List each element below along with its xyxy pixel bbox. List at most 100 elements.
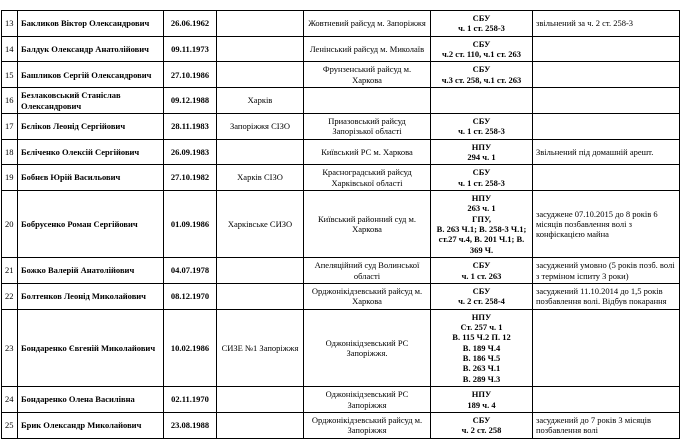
cell-number: 19 — [1, 164, 18, 192]
cell-number: 22 — [1, 282, 18, 310]
cell-birthdate: 01.09.1986 — [163, 190, 217, 259]
cell-detention-place — [216, 386, 304, 413]
cell-birthdate: 27.10.1982 — [163, 164, 217, 192]
cell-court — [303, 87, 431, 114]
cell-detention-place — [216, 282, 304, 310]
cell-number: 20 — [1, 190, 18, 259]
table-row: 24 Бондаренко Олена Василівна 02.11.1970… — [1, 386, 680, 413]
cell-name: Балдук Олександр Анатолійович — [17, 35, 164, 63]
cell-detention-place: Запоріжжя СІЗО — [216, 112, 304, 140]
cell-notes: засуджений умовно (5 років позб. волі з … — [532, 257, 680, 284]
cell-agency-articles: НПУ Ст. 257 ч. 1 В. 115 Ч.2 П. 12 В. 189… — [430, 308, 533, 388]
cell-name: Божко Валерій Анатолійович — [17, 257, 164, 284]
cell-notes — [532, 386, 680, 413]
cell-agency-articles: СБУ ч. 1 ст. 258-3 — [430, 112, 533, 140]
cell-agency-articles: СБУ ч. 1 ст. 258-3 — [430, 10, 533, 37]
cell-court: Приазовський райсуд Запорізької області — [303, 112, 431, 140]
cell-number: 17 — [1, 112, 18, 140]
cell-number: 14 — [1, 35, 18, 63]
table-row: 13 Бакликов Віктор Олександрович 26.06.1… — [1, 10, 680, 37]
cell-notes: засуджений 11.10.2014 до 1,5 років позба… — [532, 282, 680, 310]
cell-birthdate: 28.11.1983 — [163, 112, 217, 140]
cell-number: 23 — [1, 308, 18, 388]
cell-birthdate: 09.12.1988 — [163, 87, 217, 114]
cell-detention-place — [216, 138, 304, 166]
cell-agency-articles: НПУ 189 ч. 4 — [430, 386, 533, 413]
cell-detention-place — [216, 411, 304, 439]
cell-birthdate: 08.12.1970 — [163, 282, 217, 310]
cell-birthdate: 10.02.1986 — [163, 308, 217, 388]
cell-name: Бобнєв Юрій Васильович — [17, 164, 164, 192]
cell-notes — [532, 308, 680, 388]
table-row: 16 Безлаковський Станіслав Олександрович… — [1, 87, 680, 114]
table-row: 25 Брик Олександр Миколайович 23.08.1988… — [1, 411, 680, 439]
cell-notes — [532, 87, 680, 114]
cell-number: 24 — [1, 386, 18, 413]
cell-detention-place: Харків — [216, 87, 304, 114]
cell-agency-articles: СБУ ч. 2 ст. 258 — [430, 411, 533, 439]
cell-birthdate: 27.10.1986 — [163, 61, 217, 89]
cell-notes — [532, 61, 680, 89]
cell-agency-articles: СБУ ч. 2 ст. 258-4 — [430, 282, 533, 310]
cell-notes: Звільнений під домашній арешт. — [532, 138, 680, 166]
cell-court: Оджонікідзевський РС Запоріжжя — [303, 386, 431, 413]
table-body: 13 Бакликов Віктор Олександрович 26.06.1… — [1, 10, 680, 439]
table-row: 23 Бондаренко Євгеній Миколайович 10.02.… — [1, 308, 680, 388]
cell-name: Бобрусенко Роман Сергійович — [17, 190, 164, 259]
cell-court: Красноградський райсуд Харківської облас… — [303, 164, 431, 192]
table-row: 22 Болтенков Леонід Миколайович 08.12.19… — [1, 282, 680, 310]
cell-agency-articles — [430, 87, 533, 114]
cell-number: 21 — [1, 257, 18, 284]
cell-number: 18 — [1, 138, 18, 166]
table-row: 20 Бобрусенко Роман Сергійович 01.09.198… — [1, 190, 680, 259]
cell-number: 16 — [1, 87, 18, 114]
cell-court: Фрунзенський райсуд м. Харкова — [303, 61, 431, 89]
cell-detention-place — [216, 10, 304, 37]
cell-detention-place: СИЗЕ №1 Запоріжжя — [216, 308, 304, 388]
cell-notes — [532, 112, 680, 140]
cell-birthdate: 09.11.1973 — [163, 35, 217, 63]
cell-court: Орджонікідзевський райсуд м. Харкова — [303, 282, 431, 310]
cell-name: Безлаковський Станіслав Олександрович — [17, 87, 164, 114]
cell-court: Ленінський райсуд м. Миколаїв — [303, 35, 431, 63]
cell-court: Апеляційний суд Волинської області — [303, 257, 431, 284]
cell-detention-place: Харків СІЗО — [216, 164, 304, 192]
cell-notes: засуджений до 7 років 3 місяців позбавле… — [532, 411, 680, 439]
cell-name: Бєліченко Олексій Сергійович — [17, 138, 164, 166]
cell-notes — [532, 35, 680, 63]
cell-detention-place — [216, 257, 304, 284]
table-row: 18 Бєліченко Олексій Сергійович 26.09.19… — [1, 138, 680, 166]
table-row: 15 Башликов Сергій Олександрович 27.10.1… — [1, 61, 680, 89]
cell-name: Болтенков Леонід Миколайович — [17, 282, 164, 310]
cell-birthdate: 26.09.1983 — [163, 138, 217, 166]
cell-court: Орджонікідзевський райсуд м. Запоріжжя — [303, 411, 431, 439]
cell-birthdate: 26.06.1962 — [163, 10, 217, 37]
table-row: 17 Бєліков Леонід Сергійович 28.11.1983 … — [1, 112, 680, 140]
cell-agency-articles: СБУ ч.2 ст. 110, ч.1 ст. 263 — [430, 35, 533, 63]
cell-birthdate: 04.07.1978 — [163, 257, 217, 284]
cell-agency-articles: НПУ 263 ч. 1 ГПУ, В. 263 Ч.1; В. 258-3 Ч… — [430, 190, 533, 259]
cell-name: Бєліков Леонід Сергійович — [17, 112, 164, 140]
cell-name: Бакликов Віктор Олександрович — [17, 10, 164, 37]
cell-detention-place — [216, 35, 304, 63]
cell-number: 25 — [1, 411, 18, 439]
cell-agency-articles: СБУ ч. 1 ст. 258-3 — [430, 164, 533, 192]
cell-detention-place — [216, 61, 304, 89]
cell-notes: звільнений за ч. 2 ст. 258-3 — [532, 10, 680, 37]
cell-agency-articles: СБУ ч.3 ст. 258, ч.1 ст. 263 — [430, 61, 533, 89]
document-page: 13 Бакликов Віктор Олександрович 26.06.1… — [0, 10, 680, 440]
table-row: 14 Балдук Олександр Анатолійович 09.11.1… — [1, 35, 680, 63]
cell-detention-place: Харківське СИЗО — [216, 190, 304, 259]
cell-birthdate: 02.11.1970 — [163, 386, 217, 413]
cell-name: Бондаренко Євгеній Миколайович — [17, 308, 164, 388]
cell-number: 13 — [1, 10, 18, 37]
table-row: 21 Божко Валерій Анатолійович 04.07.1978… — [1, 257, 680, 284]
cell-court: Київський районний суд м. Харкова — [303, 190, 431, 259]
detainees-table: 13 Бакликов Віктор Олександрович 26.06.1… — [1, 10, 680, 439]
cell-court: Жовтневий райсуд м. Запоріжжя — [303, 10, 431, 37]
cell-notes: засуджене 07.10.2015 до 8 років 6 місяці… — [532, 190, 680, 259]
cell-name: Башликов Сергій Олександрович — [17, 61, 164, 89]
cell-birthdate: 23.08.1988 — [163, 411, 217, 439]
table-row: 19 Бобнєв Юрій Васильович 27.10.1982 Хар… — [1, 164, 680, 192]
cell-agency-articles: СБУ ч. 1 ст. 263 — [430, 257, 533, 284]
